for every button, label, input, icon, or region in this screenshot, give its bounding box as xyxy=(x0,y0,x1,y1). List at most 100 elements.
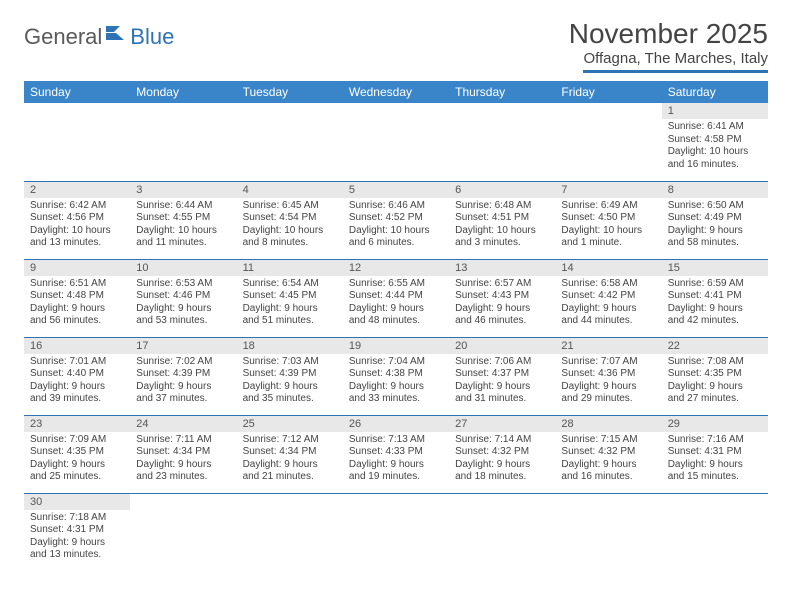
sunset-text: Sunset: 4:35 PM xyxy=(668,368,762,381)
day-number: 9 xyxy=(24,260,130,276)
day-number: 12 xyxy=(343,260,449,276)
daylight-text: Daylight: 9 hours and 51 minutes. xyxy=(243,303,337,328)
day-cell: 19Sunrise: 7:04 AMSunset: 4:38 PMDayligh… xyxy=(343,337,449,415)
sunset-text: Sunset: 4:31 PM xyxy=(668,446,762,459)
day-body: Sunrise: 6:59 AMSunset: 4:41 PMDaylight:… xyxy=(662,276,768,330)
sunrise-text: Sunrise: 6:49 AM xyxy=(561,200,655,213)
daylight-text: Daylight: 10 hours and 8 minutes. xyxy=(243,225,337,250)
day-cell: 23Sunrise: 7:09 AMSunset: 4:35 PMDayligh… xyxy=(24,415,130,493)
day-body: Sunrise: 6:49 AMSunset: 4:50 PMDaylight:… xyxy=(555,198,661,252)
sunset-text: Sunset: 4:58 PM xyxy=(668,134,762,147)
sunset-text: Sunset: 4:37 PM xyxy=(455,368,549,381)
sunset-text: Sunset: 4:54 PM xyxy=(243,212,337,225)
empty-cell xyxy=(130,493,236,571)
sunrise-text: Sunrise: 6:58 AM xyxy=(561,278,655,291)
weekday-saturday: Saturday xyxy=(662,81,768,103)
calendar-table: SundayMondayTuesdayWednesdayThursdayFrid… xyxy=(24,81,768,571)
day-cell: 17 Sunrise: 7:02 AMSunset: 4:39 PMDayligh… xyxy=(130,337,236,415)
sunrise-text: Sunrise: 6:51 AM xyxy=(30,278,124,291)
title-block: November 2025 Offagna, The Marches, Ital… xyxy=(569,18,768,73)
daylight-text: Daylight: 9 hours and 18 minutes. xyxy=(455,459,549,484)
weekday-thursday: Thursday xyxy=(449,81,555,103)
day-cell: 15Sunrise: 6:59 AMSunset: 4:41 PMDayligh… xyxy=(662,259,768,337)
sunset-text: Sunset: 4:40 PM xyxy=(30,368,124,381)
daylight-text: Daylight: 9 hours and 27 minutes. xyxy=(668,381,762,406)
weekday-wednesday: Wednesday xyxy=(343,81,449,103)
day-cell: 26Sunrise: 7:13 AMSunset: 4:33 PMDayligh… xyxy=(343,415,449,493)
day-number: 19 xyxy=(343,338,449,354)
daylight-text: Daylight: 9 hours and 48 minutes. xyxy=(349,303,443,328)
day-number: 10 xyxy=(130,260,236,276)
day-number: 14 xyxy=(555,260,661,276)
sunrise-text: Sunrise: 7:07 AM xyxy=(561,356,655,369)
sunset-text: Sunset: 4:46 PM xyxy=(136,290,230,303)
weekday-monday: Monday xyxy=(130,81,236,103)
empty-cell xyxy=(237,493,343,571)
empty-cell xyxy=(24,103,130,181)
daylight-text: Daylight: 9 hours and 39 minutes. xyxy=(30,381,124,406)
empty-cell xyxy=(449,103,555,181)
sunrise-text: Sunrise: 7:04 AM xyxy=(349,356,443,369)
day-number: 5 xyxy=(343,182,449,198)
sunrise-text: Sunrise: 7:02 AM xyxy=(136,356,230,369)
calendar-row: 9Sunrise: 6:51 AMSunset: 4:48 PMDaylight… xyxy=(24,259,768,337)
day-number: 21 xyxy=(555,338,661,354)
sunrise-text: Sunrise: 7:16 AM xyxy=(668,434,762,447)
day-number: 26 xyxy=(343,416,449,432)
day-number: 25 xyxy=(237,416,343,432)
sunset-text: Sunset: 4:39 PM xyxy=(136,368,230,381)
sunset-text: Sunset: 4:44 PM xyxy=(349,290,443,303)
day-body: Sunrise: 7:01 AMSunset: 4:40 PMDaylight:… xyxy=(24,354,130,408)
sunrise-text: Sunrise: 7:11 AM xyxy=(136,434,230,447)
weekday-tuesday: Tuesday xyxy=(237,81,343,103)
daylight-text: Daylight: 9 hours and 53 minutes. xyxy=(136,303,230,328)
daylight-text: Daylight: 9 hours and 35 minutes. xyxy=(243,381,337,406)
day-body: Sunrise: 7:14 AMSunset: 4:32 PMDaylight:… xyxy=(449,432,555,486)
sunrise-text: Sunrise: 7:09 AM xyxy=(30,434,124,447)
day-body: Sunrise: 6:41 AMSunset: 4:58 PMDaylight:… xyxy=(662,119,768,173)
sunrise-text: Sunrise: 7:12 AM xyxy=(243,434,337,447)
sunrise-text: Sunrise: 7:14 AM xyxy=(455,434,549,447)
day-cell: 9Sunrise: 6:51 AMSunset: 4:48 PMDaylight… xyxy=(24,259,130,337)
day-cell: 16Sunrise: 7:01 AMSunset: 4:40 PMDayligh… xyxy=(24,337,130,415)
day-number: 4 xyxy=(237,182,343,198)
day-cell: 1Sunrise: 6:41 AMSunset: 4:58 PMDaylight… xyxy=(662,103,768,181)
sunset-text: Sunset: 4:31 PM xyxy=(30,524,124,537)
day-body: Sunrise: 6:51 AMSunset: 4:48 PMDaylight:… xyxy=(24,276,130,330)
daylight-text: Daylight: 9 hours and 29 minutes. xyxy=(561,381,655,406)
logo: General Blue xyxy=(24,18,174,50)
day-number: 6 xyxy=(449,182,555,198)
day-cell: 5Sunrise: 6:46 AMSunset: 4:52 PMDaylight… xyxy=(343,181,449,259)
daylight-text: Daylight: 9 hours and 37 minutes. xyxy=(136,381,230,406)
sunrise-text: Sunrise: 7:15 AM xyxy=(561,434,655,447)
day-cell: 4Sunrise: 6:45 AMSunset: 4:54 PMDaylight… xyxy=(237,181,343,259)
day-number: 3 xyxy=(130,182,236,198)
sunrise-text: Sunrise: 7:06 AM xyxy=(455,356,549,369)
day-cell: 7Sunrise: 6:49 AMSunset: 4:50 PMDaylight… xyxy=(555,181,661,259)
empty-cell xyxy=(130,103,236,181)
day-body: Sunrise: 6:50 AMSunset: 4:49 PMDaylight:… xyxy=(662,198,768,252)
day-body: Sunrise: 6:45 AMSunset: 4:54 PMDaylight:… xyxy=(237,198,343,252)
empty-cell xyxy=(343,103,449,181)
empty-cell xyxy=(662,493,768,571)
daylight-text: Daylight: 9 hours and 25 minutes. xyxy=(30,459,124,484)
daylight-text: Daylight: 10 hours and 16 minutes. xyxy=(668,146,762,171)
sunrise-text: Sunrise: 6:45 AM xyxy=(243,200,337,213)
day-body: Sunrise: 6:42 AMSunset: 4:56 PMDaylight:… xyxy=(24,198,130,252)
day-cell: 20Sunrise: 7:06 AMSunset: 4:37 PMDayligh… xyxy=(449,337,555,415)
daylight-text: Daylight: 9 hours and 56 minutes. xyxy=(30,303,124,328)
empty-cell xyxy=(343,493,449,571)
header: General Blue November 2025 Offagna, The … xyxy=(24,18,768,73)
day-body: Sunrise: 7:18 AMSunset: 4:31 PMDaylight:… xyxy=(24,510,130,564)
location-label: Offagna, The Marches, Italy xyxy=(583,50,768,73)
empty-cell xyxy=(555,103,661,181)
sunset-text: Sunset: 4:50 PM xyxy=(561,212,655,225)
day-number: 17 xyxy=(130,338,236,354)
sunset-text: Sunset: 4:32 PM xyxy=(455,446,549,459)
day-body: Sunrise: 7:12 AMSunset: 4:34 PMDaylight:… xyxy=(237,432,343,486)
sunrise-text: Sunrise: 6:54 AM xyxy=(243,278,337,291)
day-cell: 28Sunrise: 7:15 AMSunset: 4:32 PMDayligh… xyxy=(555,415,661,493)
weekday-friday: Friday xyxy=(555,81,661,103)
day-cell: 29Sunrise: 7:16 AMSunset: 4:31 PMDayligh… xyxy=(662,415,768,493)
sunset-text: Sunset: 4:45 PM xyxy=(243,290,337,303)
